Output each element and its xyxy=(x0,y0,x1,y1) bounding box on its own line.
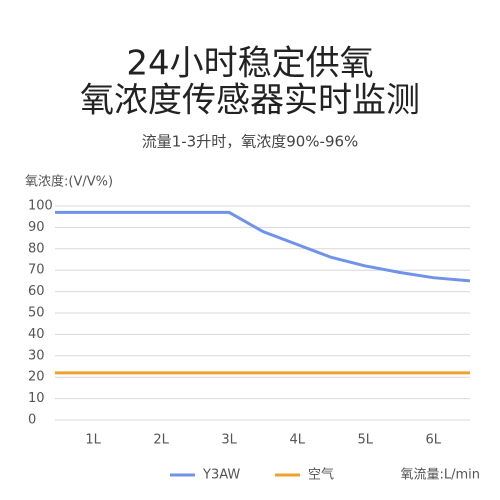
title-line: 24小时稳定供氧 xyxy=(126,44,373,84)
y-tick-label: 0 xyxy=(28,413,36,428)
x-tick-label: 1L xyxy=(85,433,101,448)
x-tick-label: 5L xyxy=(357,433,373,448)
y-tick-label: 70 xyxy=(28,263,45,278)
x-tick-label: 2L xyxy=(153,433,169,448)
x-tick-label: 4L xyxy=(289,433,305,448)
y-tick-label: 60 xyxy=(28,284,45,299)
y-tick-label: 100 xyxy=(28,199,53,214)
y-tick-label: 90 xyxy=(28,220,45,235)
legend-label: Y3AW xyxy=(202,468,240,483)
x-axis-label: 氧流量:L/min xyxy=(400,468,480,483)
y-tick-label: 80 xyxy=(28,241,45,256)
subtitle: 流量1-3升时，氧浓度90%-96% xyxy=(142,133,359,151)
legend-label: 空气 xyxy=(308,467,334,483)
y-tick-label: 30 xyxy=(28,348,45,363)
y-tick-label: 50 xyxy=(28,306,45,321)
y-tick-label: 20 xyxy=(28,370,45,385)
x-tick-label: 3L xyxy=(221,433,237,448)
y-tick-label: 40 xyxy=(28,327,45,342)
x-tick-label: 6L xyxy=(426,433,442,448)
y-axis-label: 氧浓度:(V/V%) xyxy=(25,174,113,190)
data-line xyxy=(55,210,471,283)
y-tick-label: 10 xyxy=(28,391,45,406)
title-line: 氧浓度传感器实时监测 xyxy=(80,81,420,121)
